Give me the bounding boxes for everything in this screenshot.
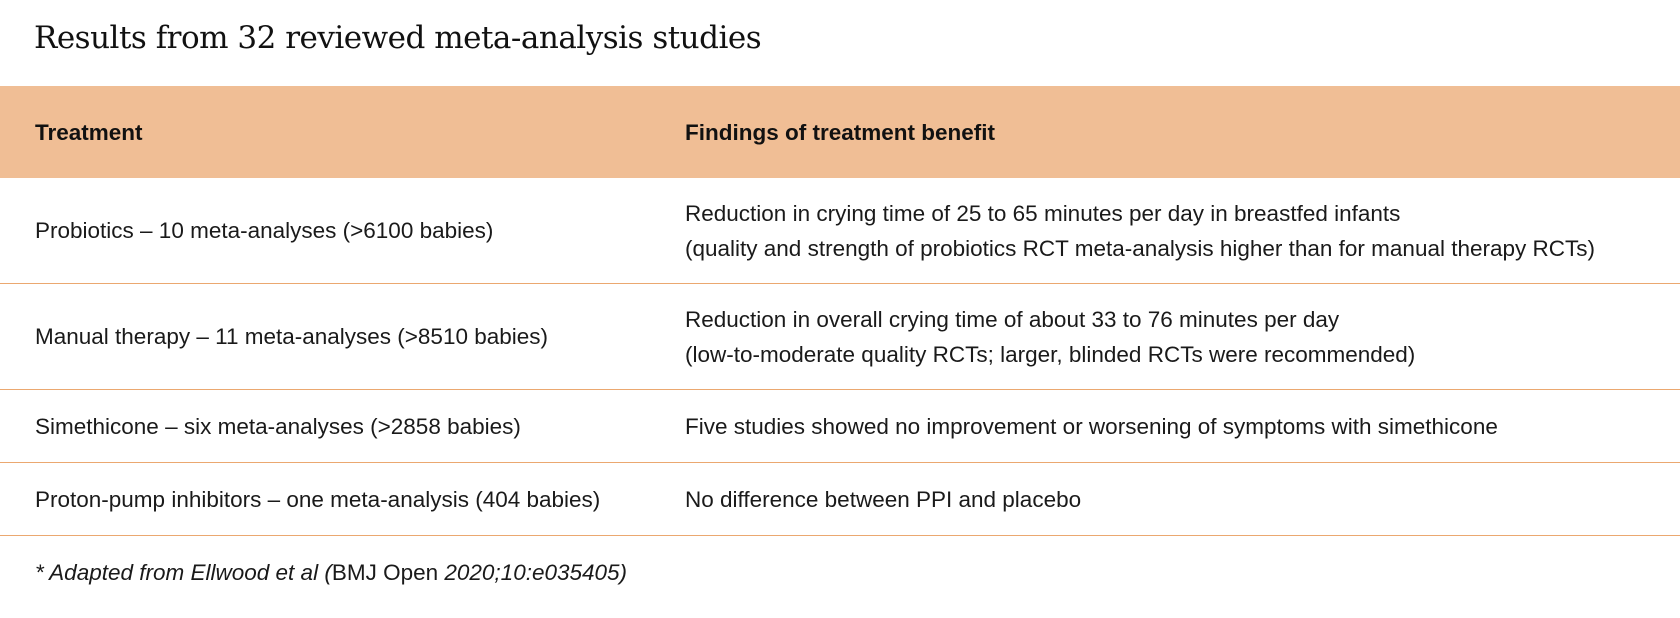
findings-line: Reduction in crying time of 25 to 65 min… xyxy=(685,200,1401,226)
treatment-cell: Simethicone – six meta-analyses (>2858 b… xyxy=(35,413,521,439)
footnote-citation: 2020;10:e035405) xyxy=(444,560,628,585)
findings-cell: No difference between PPI and placebo xyxy=(685,482,1680,517)
findings-cell: Five studies showed no improvement or wo… xyxy=(685,409,1680,444)
header-treatment: Treatment xyxy=(35,119,143,145)
results-table: Treatment Findings of treatment benefit … xyxy=(0,86,1680,536)
findings-line: (quality and strength of probiotics RCT … xyxy=(685,235,1596,261)
table-row: Proton-pump inhibitors – one meta-analys… xyxy=(0,463,1680,536)
page-title: Results from 32 reviewed meta-analysis s… xyxy=(34,20,762,56)
treatment-cell: Proton-pump inhibitors – one meta-analys… xyxy=(35,486,601,512)
table-header-row: Treatment Findings of treatment benefit xyxy=(0,86,1680,178)
findings-cell: Reduction in crying time of 25 to 65 min… xyxy=(685,196,1680,266)
table-row: Simethicone – six meta-analyses (>2858 b… xyxy=(0,390,1680,463)
table-row: Probiotics – 10 meta-analyses (>6100 bab… xyxy=(0,178,1680,284)
findings-cell: Reduction in overall crying time of abou… xyxy=(685,302,1680,372)
findings-line: No difference between PPI and placebo xyxy=(685,486,1082,512)
findings-line: (low-to-moderate quality RCTs; larger, b… xyxy=(685,341,1416,367)
footnote-part-1: * Adapted from Ellwood et al ( xyxy=(35,560,332,585)
footnote-journal: BMJ Open xyxy=(331,560,445,585)
header-findings: Findings of treatment benefit xyxy=(685,119,996,145)
treatment-cell: Probiotics – 10 meta-analyses (>6100 bab… xyxy=(35,218,494,243)
source-footnote: * Adapted from Ellwood et al (BMJ Open 2… xyxy=(35,555,627,590)
table-row: Manual therapy – 11 meta-analyses (>8510… xyxy=(0,284,1680,390)
findings-line: Reduction in overall crying time of abou… xyxy=(685,306,1340,332)
findings-line: Five studies showed no improvement or wo… xyxy=(685,413,1498,439)
treatment-cell: Manual therapy – 11 meta-analyses (>8510… xyxy=(35,324,549,349)
